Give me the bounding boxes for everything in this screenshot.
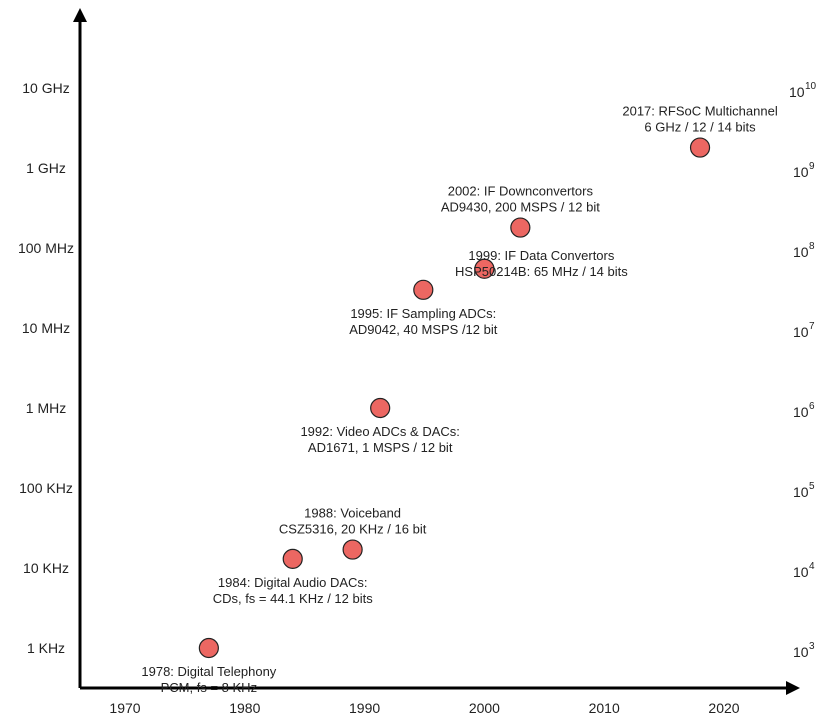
power-base: 10 bbox=[793, 324, 809, 340]
y-tick-label-left: 1 GHz bbox=[26, 160, 66, 176]
data-point bbox=[689, 137, 711, 158]
y-axis-arrow bbox=[73, 8, 87, 22]
annotation-line: PCM, fs = 8 KHz bbox=[161, 680, 257, 695]
y-tick-label-left: 100 MHz bbox=[18, 240, 74, 256]
data-point bbox=[342, 539, 363, 560]
power-exponent: 4 bbox=[809, 561, 815, 572]
power-base: 10 bbox=[793, 244, 809, 260]
annotation-line: HSP50214B: 65 MHz / 14 bits bbox=[455, 264, 628, 279]
axes bbox=[73, 8, 800, 695]
data-point bbox=[282, 548, 303, 569]
x-tick-label: 2000 bbox=[469, 700, 500, 716]
x-tick-label: 2020 bbox=[708, 700, 739, 716]
power-exponent: 10 bbox=[805, 81, 817, 92]
power-exponent: 8 bbox=[809, 241, 815, 252]
annotation-line: 1978: Digital Telephony bbox=[141, 664, 276, 679]
y-tick-label-right: 10 3 bbox=[793, 641, 815, 660]
x-axis-arrow bbox=[786, 681, 800, 695]
power-exponent: 3 bbox=[809, 641, 815, 652]
point-annotation: 1984: Digital Audio DACs:CDs, fs = 44.1 … bbox=[213, 575, 374, 606]
annotation-line: CDs, fs = 44.1 KHz / 12 bits bbox=[213, 591, 374, 606]
annotation-line: AD9430, 200 MSPS / 12 bit bbox=[441, 200, 600, 215]
data-point bbox=[370, 397, 391, 419]
y-tick-label-left: 10 MHz bbox=[22, 320, 70, 336]
x-tick-label: 1990 bbox=[349, 700, 380, 716]
power-base: 10 bbox=[789, 84, 805, 100]
y-tick-label-right: 10 5 bbox=[793, 481, 815, 500]
y-tick-label-right: 10 6 bbox=[793, 401, 815, 420]
annotation-line: 1995: IF Sampling ADCs: bbox=[350, 306, 496, 321]
power-base: 10 bbox=[793, 164, 809, 180]
y-tick-label-right: 10 9 bbox=[793, 161, 815, 180]
annotation-line: 6 GHz / 12 / 14 bits bbox=[644, 120, 756, 135]
y-tick-label-left: 1 KHz bbox=[27, 640, 65, 656]
power-exponent: 9 bbox=[809, 161, 815, 172]
power-exponent: 5 bbox=[809, 481, 815, 492]
y-tick-label-right: 10 7 bbox=[793, 321, 815, 340]
power-base: 10 bbox=[793, 564, 809, 580]
data-point bbox=[413, 279, 434, 300]
data-point bbox=[510, 217, 531, 238]
y-tick-label-right: 10 4 bbox=[793, 561, 815, 580]
annotation-line: 1992: Video ADCs & DACs: bbox=[300, 424, 459, 439]
data-points bbox=[198, 137, 711, 659]
power-exponent: 6 bbox=[809, 401, 815, 412]
annotation-line: 1999: IF Data Convertors bbox=[468, 248, 614, 263]
power-base: 10 bbox=[793, 644, 809, 660]
x-tick-labels: 1970 1980 1990 2000 2010 2020 bbox=[109, 700, 739, 716]
x-tick-label: 1970 bbox=[109, 700, 140, 716]
x-tick-label: 2010 bbox=[589, 700, 620, 716]
power-base: 10 bbox=[793, 484, 809, 500]
annotation-line: CSZ5316, 20 KHz / 16 bit bbox=[279, 522, 427, 537]
y-tick-labels-left: 1 KHz 10 KHz 100 KHz 1 MHz 10 MHz 100 MHz 1 GH… bbox=[18, 80, 74, 656]
y-tick-label-left: 10 KHz bbox=[23, 560, 69, 576]
data-point bbox=[198, 637, 219, 659]
y-tick-label-right: 10 8 bbox=[793, 241, 815, 260]
annotation-line: AD1671, 1 MSPS / 12 bit bbox=[308, 440, 453, 455]
power-exponent: 7 bbox=[809, 321, 815, 332]
annotation-line: 1984: Digital Audio DACs: bbox=[218, 575, 368, 590]
data-point bbox=[474, 258, 495, 279]
point-annotation: 1995: IF Sampling ADCs:AD9042, 40 MSPS /… bbox=[349, 306, 498, 337]
y-tick-label-left: 10 GHz bbox=[22, 80, 69, 96]
point-annotation: 1992: Video ADCs & DACs:AD1671, 1 MSPS /… bbox=[300, 424, 459, 455]
annotation-line: 2017: RFSoC Multichannel bbox=[622, 104, 777, 119]
y-tick-label-left: 1 MHz bbox=[26, 400, 66, 416]
x-tick-label: 1980 bbox=[229, 700, 260, 716]
power-base: 10 bbox=[793, 404, 809, 420]
annotation-line: 1988: Voiceband bbox=[304, 506, 401, 521]
annotation-line: AD9042, 40 MSPS /12 bit bbox=[349, 322, 498, 337]
y-tick-label-right: 10 10 bbox=[789, 81, 817, 100]
y-tick-label-left: 100 KHz bbox=[19, 480, 73, 496]
annotation-line: 2002: IF Downconvertors bbox=[448, 184, 594, 199]
